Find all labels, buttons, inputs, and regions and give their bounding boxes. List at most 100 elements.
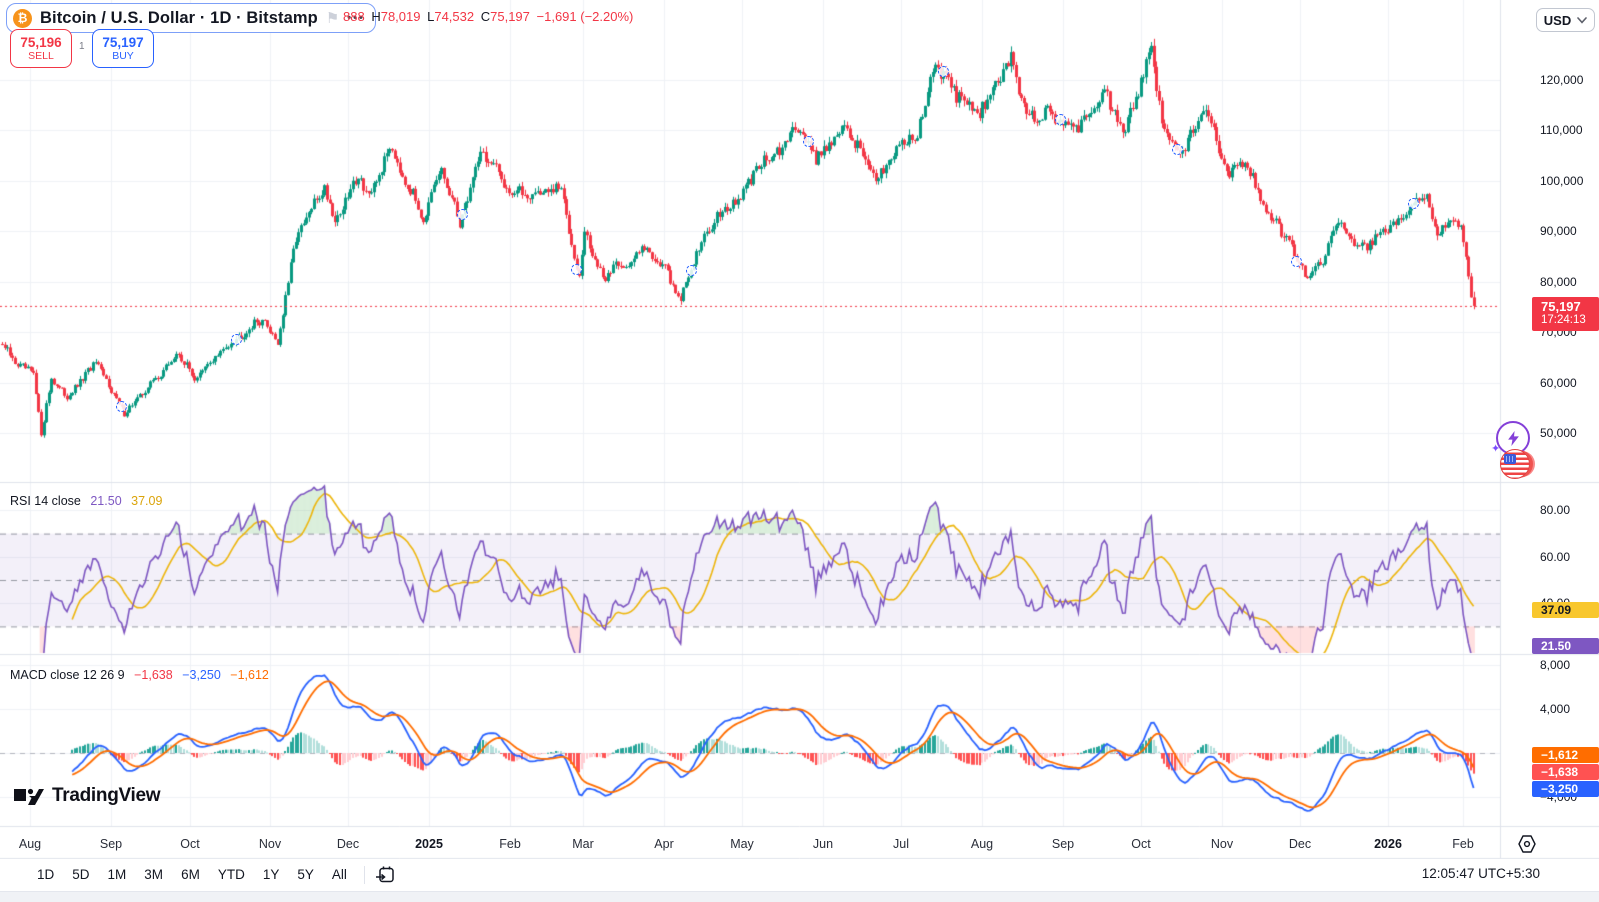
- price-tick-label: 120,000: [1540, 73, 1584, 87]
- macd-hist-value: −1,638: [134, 668, 173, 682]
- currency-selector[interactable]: USD: [1536, 8, 1595, 32]
- time-axis-label: May: [730, 837, 754, 851]
- close-key: C: [480, 9, 491, 24]
- price-tick-label: 50,000: [1540, 426, 1577, 440]
- time-axis-label: Apr: [654, 837, 674, 851]
- spread-value: 1: [79, 41, 85, 52]
- time-axis-label: Aug: [18, 837, 42, 851]
- macd-hist-axis-badge: −1,638: [1532, 764, 1599, 780]
- rsi-tick-label: 80.00: [1540, 503, 1571, 518]
- symbol-info-pill[interactable]: ₿ Bitcoin / U.S. Dollar · 1D · Bitstamp …: [6, 3, 376, 33]
- range-button-1y[interactable]: 1Y: [262, 867, 280, 882]
- more-options-button[interactable]: •••: [347, 12, 365, 24]
- high-key: H: [371, 9, 381, 24]
- macd-line-value: −3,250: [182, 668, 221, 682]
- buy-price: 75,197: [102, 34, 144, 50]
- event-marker[interactable]: [937, 65, 949, 77]
- time-axis-label: Jul: [893, 837, 909, 851]
- low-key: L: [427, 9, 435, 24]
- tradingview-logo-icon: [14, 788, 44, 805]
- event-marker[interactable]: [571, 264, 583, 276]
- buy-button[interactable]: 75,197 BUY: [92, 29, 154, 68]
- bitcoin-icon: ₿: [13, 8, 32, 28]
- rsi-ma-value: 37.09: [131, 494, 163, 508]
- time-axis-label: 2025: [415, 837, 443, 851]
- sell-button[interactable]: 75,196 SELL: [10, 29, 72, 68]
- time-axis-label: Feb: [1452, 837, 1474, 851]
- event-marker[interactable]: [230, 333, 242, 345]
- rsi-title: RSI 14 close: [10, 494, 81, 508]
- time-axis-label: Oct: [180, 837, 200, 851]
- rsi-status-row[interactable]: RSI 14 close 21.50 37.09: [10, 494, 168, 508]
- chart-settings-icon[interactable]: [1516, 834, 1538, 859]
- last-price-badge: 75,197 17:24:13: [1532, 297, 1599, 331]
- clock-display[interactable]: 12:05:47 UTC+5:30: [1421, 866, 1540, 881]
- bottom-toolbar: 1D 5D 1M 3M 6M YTD 1Y 5Y All: [0, 859, 1599, 890]
- bar-countdown: 17:24:13: [1541, 314, 1586, 326]
- high-value: 78,019: [380, 9, 421, 24]
- time-axis-label: Feb: [499, 837, 521, 851]
- symbol-title: Bitcoin / U.S. Dollar · 1D · Bitstamp: [40, 8, 318, 27]
- sell-label: SELL: [28, 50, 54, 63]
- time-axis-label: Oct: [1131, 837, 1151, 851]
- macd-title: MACD close 12 26 9: [10, 668, 125, 682]
- event-marker[interactable]: [1408, 197, 1420, 209]
- sparkle-icon: ✦: [1491, 443, 1501, 455]
- time-axis-label: Sep: [99, 837, 123, 851]
- last-price-value: 75,197: [1541, 299, 1581, 314]
- macd-signal-value: −1,612: [230, 668, 269, 682]
- event-marker[interactable]: [1171, 144, 1183, 156]
- price-tick-label: 80,000: [1540, 274, 1577, 289]
- time-axis-label: Mar: [572, 837, 594, 851]
- event-marker[interactable]: [456, 208, 468, 220]
- currency-label: USD: [1543, 12, 1572, 28]
- sell-price: 75,196: [20, 34, 62, 50]
- lightning-bolt-icon: [1507, 430, 1519, 446]
- range-button-5d[interactable]: 5D: [72, 867, 90, 882]
- time-axis-label: Dec: [1288, 837, 1312, 851]
- rsi-tick-label: 60.00: [1540, 549, 1571, 564]
- time-axis-label: Dec: [336, 837, 360, 851]
- time-axis-label: Nov: [1210, 837, 1234, 851]
- bottom-strip: [0, 891, 1599, 902]
- usd-coin-icon[interactable]: [1500, 449, 1530, 479]
- range-button-6m[interactable]: 6M: [181, 867, 200, 882]
- change-value: −1,691 (−2.20%): [536, 9, 634, 24]
- chevron-down-icon: [1577, 16, 1588, 24]
- buy-label: BUY: [112, 50, 134, 63]
- macd-signal-axis-badge: −1,612: [1532, 747, 1599, 763]
- flag-icon[interactable]: ⚑: [325, 9, 340, 27]
- range-button-5y[interactable]: 5Y: [297, 867, 314, 882]
- open-value-partial: 888: [343, 9, 365, 24]
- time-axis-label: 2026: [1374, 837, 1402, 851]
- rsi-value: 21.50: [90, 494, 122, 508]
- calendar-arrow-icon: [375, 866, 394, 883]
- low-value: 74,532: [434, 9, 475, 24]
- range-button-ytd[interactable]: YTD: [217, 867, 245, 882]
- macd-status-row[interactable]: MACD close 12 26 9 −1,638 −3,250 −1,612: [10, 668, 275, 682]
- date-range-switcher: 1D 5D 1M 3M 6M YTD 1Y 5Y All: [30, 865, 354, 884]
- price-tick-label: 60,000: [1540, 375, 1577, 390]
- event-marker[interactable]: [1054, 114, 1066, 126]
- range-button-1m[interactable]: 1M: [107, 867, 127, 882]
- event-marker[interactable]: [1291, 256, 1303, 268]
- tradingview-logo[interactable]: TradingView: [14, 784, 161, 808]
- event-marker[interactable]: [685, 264, 697, 276]
- time-axis-label: Nov: [258, 837, 282, 851]
- macd-line-axis-badge: −3,250: [1532, 781, 1599, 797]
- rsi-axis-badge: 21.50: [1532, 638, 1599, 655]
- price-tick-label: 110,000: [1540, 123, 1583, 138]
- go-to-date-button[interactable]: [375, 864, 396, 885]
- macd-tick-label: 8,000: [1540, 658, 1571, 672]
- flag-canton: [1504, 454, 1516, 464]
- price-tick-label: 90,000: [1540, 224, 1577, 239]
- event-marker[interactable]: [802, 135, 814, 147]
- rsi-ma-axis-badge: 37.09: [1532, 601, 1599, 618]
- close-value: 75,197: [490, 9, 530, 24]
- range-button-3m[interactable]: 3M: [144, 867, 164, 882]
- event-marker[interactable]: [116, 401, 128, 413]
- range-button-1d[interactable]: 1D: [37, 867, 55, 882]
- range-button-all[interactable]: All: [331, 867, 347, 882]
